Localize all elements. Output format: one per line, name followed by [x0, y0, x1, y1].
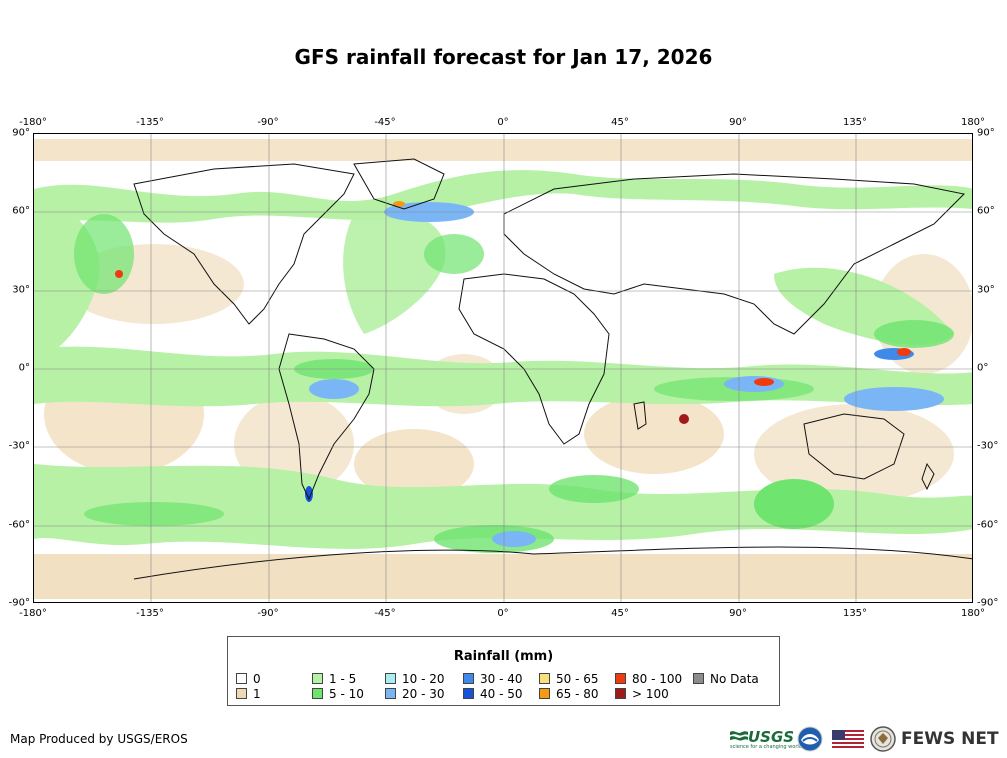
usgs-tagline: science for a changing world [730, 744, 802, 750]
lon-label: 90° [729, 608, 747, 619]
lon-label: 180° [960, 117, 986, 128]
legend-label: 5 - 10 [329, 687, 364, 701]
legend-swatch [236, 673, 247, 684]
legend-swatch [615, 673, 626, 684]
lat-label: 60° [977, 205, 995, 217]
legend-swatch [463, 688, 474, 699]
legend-item: 20 - 30 [385, 688, 445, 701]
legend-item: 1 [236, 688, 261, 701]
legend-label: 1 [253, 687, 261, 701]
lat-label: -90° [8, 597, 30, 609]
legend-item: > 100 [615, 688, 669, 701]
legend-label: 50 - 65 [556, 672, 599, 686]
usgs-logo-text: USGS [748, 728, 795, 746]
legend-swatch [463, 673, 474, 684]
lon-label: -180° [19, 117, 47, 128]
lat-label: 60° [12, 205, 30, 217]
legend-item: 5 - 10 [312, 688, 364, 701]
legend-item: 10 - 20 [385, 673, 445, 686]
legend-swatch [312, 673, 323, 684]
legend-item: 80 - 100 [615, 673, 682, 686]
us-flag-icon [832, 730, 864, 748]
legend-item: 40 - 50 [463, 688, 523, 701]
legend-item: No Data [693, 673, 759, 686]
state-dept-seal-icon [870, 726, 896, 752]
legend-swatch [693, 673, 704, 684]
rainfall-map[interactable] [33, 133, 973, 603]
legend-swatch [539, 688, 550, 699]
legend-item: 1 - 5 [312, 673, 356, 686]
legend-label: 40 - 50 [480, 687, 523, 701]
lon-label: 45° [611, 117, 629, 128]
legend-label: 0 [253, 672, 261, 686]
lat-label: 90° [12, 127, 30, 139]
lon-label: -45° [374, 608, 396, 619]
legend-label: 30 - 40 [480, 672, 523, 686]
lon-label: 135° [842, 608, 868, 619]
lon-label: 0° [497, 608, 509, 619]
lat-label: 30° [977, 284, 995, 296]
legend-label: 80 - 100 [632, 672, 683, 686]
legend-label: 1 - 5 [329, 672, 357, 686]
lat-label: -30° [977, 440, 999, 452]
lon-label: 45° [611, 608, 629, 619]
legend-swatch [539, 673, 550, 684]
legend-title: Rainfall (mm) [453, 649, 554, 664]
legend-swatch [312, 688, 323, 699]
rain-1-10mm-areas [34, 170, 972, 553]
noaa-logo-icon [797, 726, 823, 752]
lat-label: -60° [977, 519, 999, 531]
lat-label: 30° [12, 284, 30, 296]
legend-label: 10 - 20 [402, 672, 445, 686]
legend-item: 30 - 40 [463, 673, 523, 686]
lon-label: 180° [960, 608, 986, 619]
lat-label: -60° [8, 519, 30, 531]
legend-item: 50 - 65 [539, 673, 599, 686]
map-credit: Map Produced by USGS/EROS [10, 732, 188, 746]
lat-label: 0° [18, 362, 30, 374]
lat-label: 90° [977, 127, 995, 139]
rainfall-map-svg [34, 134, 972, 602]
lon-label: 135° [842, 117, 868, 128]
graticule [34, 134, 972, 602]
legend-label: > 100 [632, 687, 669, 701]
legend-swatch [615, 688, 626, 699]
legend-label: 20 - 30 [402, 687, 445, 701]
lon-label: -90° [257, 608, 279, 619]
usgs-wave-icon [730, 731, 748, 741]
lat-label: 0° [977, 362, 989, 374]
legend-item: 0 [236, 673, 261, 686]
legend-label: 65 - 80 [556, 687, 599, 701]
lon-label: -90° [257, 117, 279, 128]
lon-label: 0° [497, 117, 509, 128]
legend-swatch [385, 688, 396, 699]
legend-swatch [236, 688, 247, 699]
lon-label: -180° [19, 608, 47, 619]
legend-label: No Data [710, 672, 759, 686]
lon-label: -135° [136, 608, 164, 619]
lon-label: -45° [374, 117, 396, 128]
lon-label: -135° [136, 117, 164, 128]
lat-label: -90° [977, 597, 999, 609]
fews-net-logo: FEWS NET [901, 729, 999, 749]
lon-label: 90° [729, 117, 747, 128]
legend-swatch [385, 673, 396, 684]
map-title: GFS rainfall forecast for Jan 17, 2026 [294, 45, 713, 69]
rainfall-legend: Rainfall (mm) 0 1 1 - 5 5 - 10 10 - 20 2… [227, 636, 780, 706]
legend-item: 65 - 80 [539, 688, 599, 701]
continent-outlines [133, 158, 972, 580]
lat-label: -30° [8, 440, 30, 452]
